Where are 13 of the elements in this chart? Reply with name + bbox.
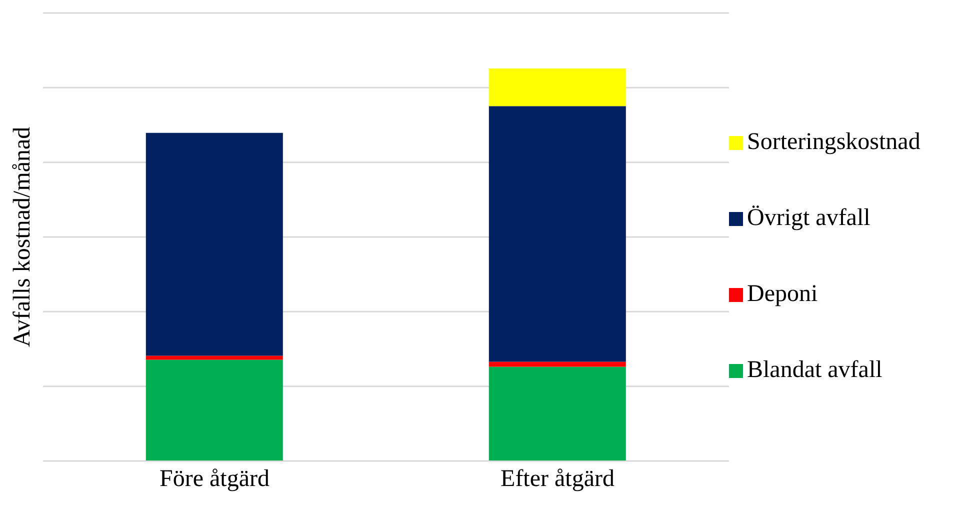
x-tick-label: Före åtgärd — [160, 466, 270, 492]
y-axis-title: Avfalls kostnad/månad — [10, 126, 36, 347]
bar — [146, 132, 283, 356]
legend-label: Sorteringskostnad — [747, 129, 920, 156]
legend-label: Deponi — [747, 281, 818, 308]
bar — [488, 362, 626, 367]
legend-label: Blandat avfall — [747, 357, 882, 384]
bar — [488, 68, 626, 106]
bar — [488, 106, 626, 362]
bar — [488, 366, 626, 461]
x-tick-label: Efter åtgärd — [500, 466, 614, 492]
legend-label: Övrigt avfall — [747, 205, 870, 232]
bar — [146, 360, 283, 461]
